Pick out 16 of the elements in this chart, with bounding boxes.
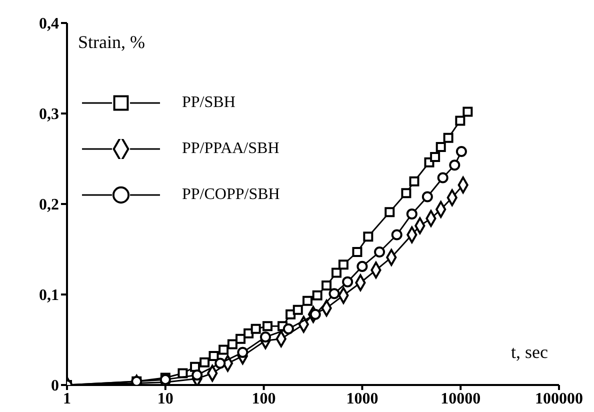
x-tick-label: 100 <box>252 390 276 408</box>
x-tick-label: 100000 <box>535 390 583 408</box>
x-axis-title: t, sec <box>511 342 548 363</box>
x-tick-label: 10000 <box>440 390 481 408</box>
x-tick-label: 10 <box>157 390 174 408</box>
y-axis-title: Strain, % <box>78 32 145 53</box>
y-tick-label: 0 <box>51 378 59 395</box>
y-tick-label: 0,2 <box>39 196 59 214</box>
x-tick-label: 1000 <box>346 390 378 408</box>
legend-label: PP/SBH <box>182 94 236 112</box>
y-tick-label: 0,4 <box>39 16 59 33</box>
y-tick-label: 0,3 <box>39 106 59 124</box>
x-tick-label: 1 <box>63 390 71 408</box>
y-tick-label: 0,1 <box>39 287 59 304</box>
legend-label: PP/COPP/SBH <box>182 186 280 204</box>
legend-label: PP/PPAA/SBH <box>182 140 280 158</box>
